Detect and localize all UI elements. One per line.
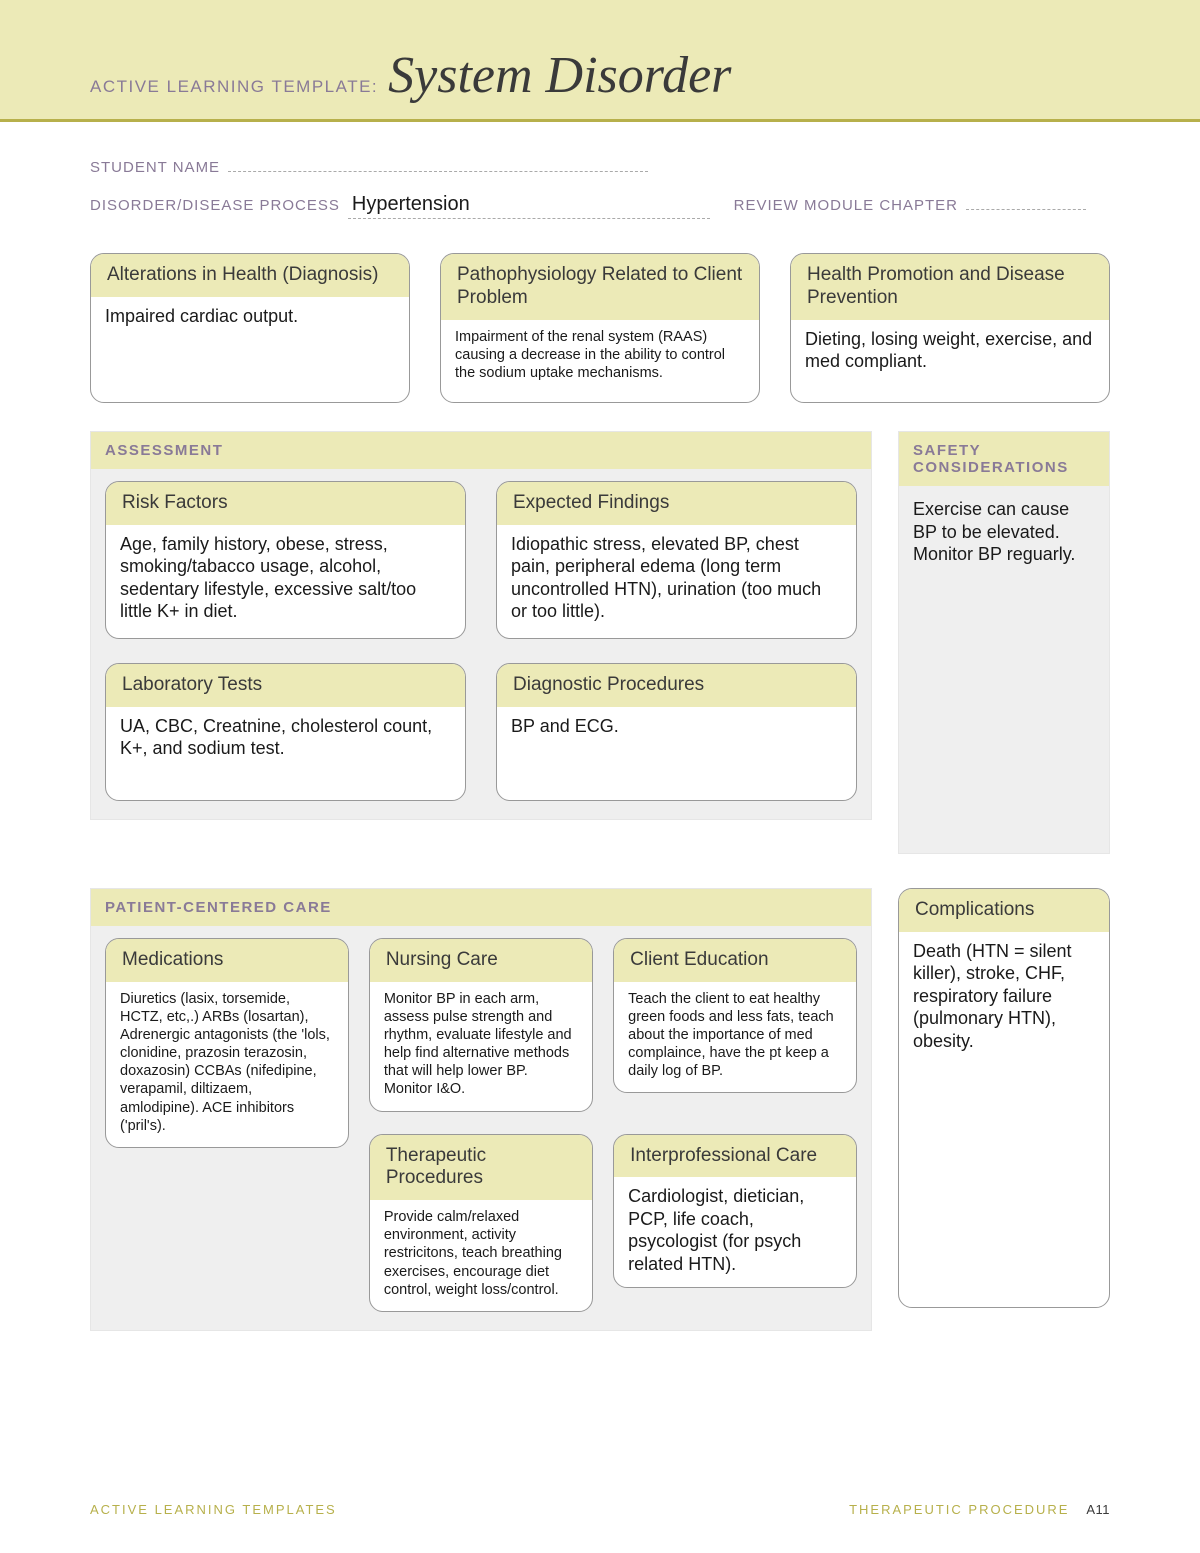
labs-body: UA, CBC, Creatnine, cholesterol count, K… xyxy=(106,707,465,772)
risk-card: Risk Factors Age, family history, obese,… xyxy=(105,481,466,639)
student-name-row: STUDENT NAME xyxy=(90,152,1110,176)
safety-section: SAFETY CONSIDERATIONS Exercise can cause… xyxy=(898,431,1110,854)
patho-body: Impairment of the renal system (RAAS) ca… xyxy=(441,320,759,394)
form-lines: STUDENT NAME DISORDER/DISEASE PROCESS Hy… xyxy=(0,122,1200,219)
pcc-grid: Nursing Care Monitor BP in each arm, ass… xyxy=(105,938,857,1312)
header-inner: ACTIVE LEARNING TEMPLATE: System Disorde… xyxy=(0,0,1200,105)
assessment-wrap: ASSESSMENT Risk Factors Age, family hist… xyxy=(90,431,1110,854)
education-title: Client Education xyxy=(614,939,856,982)
review-label: REVIEW MODULE CHAPTER xyxy=(734,197,958,214)
safety-body: Exercise can cause BP to be elevated. Mo… xyxy=(899,498,1109,566)
template-label: ACTIVE LEARNING TEMPLATE: xyxy=(90,77,378,97)
complications-title: Complications xyxy=(899,889,1109,932)
findings-title: Expected Findings xyxy=(497,482,856,525)
alterations-title: Alterations in Health (Diagnosis) xyxy=(91,254,409,297)
complications-wrap: Complications Death (HTN = silent killer… xyxy=(898,888,1110,1365)
footer-right-label: THERAPEUTIC PROCEDURE xyxy=(849,1502,1069,1517)
alterations-body: Impaired cardiac output. xyxy=(91,297,409,340)
disorder-label: DISORDER/DISEASE PROCESS xyxy=(90,197,340,214)
therapeutic-card: Therapeutic Procedures Provide calm/rela… xyxy=(369,1134,593,1312)
review-field[interactable] xyxy=(966,190,1086,210)
risk-body: Age, family history, obese, stress, smok… xyxy=(106,525,465,635)
promotion-body: Dieting, losing weight, exercise, and me… xyxy=(791,320,1109,385)
interprofessional-body: Cardiologist, dietician, PCP, life coach… xyxy=(614,1177,856,1287)
patho-card: Pathophysiology Related to Client Proble… xyxy=(440,253,760,403)
labs-card: Laboratory Tests UA, CBC, Creatnine, cho… xyxy=(105,663,466,801)
page: ACTIVE LEARNING TEMPLATE: System Disorde… xyxy=(0,0,1200,1553)
promotion-card: Health Promotion and Disease Prevention … xyxy=(790,253,1110,403)
alterations-card: Alterations in Health (Diagnosis) Impair… xyxy=(90,253,410,403)
medications-card: Medications Diuretics (lasix, torsemide,… xyxy=(105,938,349,1148)
footer-right: THERAPEUTIC PROCEDURE A11 xyxy=(849,1502,1110,1517)
findings-body: Idiopathic stress, elevated BP, chest pa… xyxy=(497,525,856,635)
nursing-card: Nursing Care Monitor BP in each arm, ass… xyxy=(369,938,593,1112)
risk-title: Risk Factors xyxy=(106,482,465,525)
pcc-section: PATIENT-CENTERED CARE Nursing Care Monit… xyxy=(90,888,872,1331)
interprofessional-card: Interprofessional Care Cardiologist, die… xyxy=(613,1134,857,1289)
nursing-title: Nursing Care xyxy=(370,939,592,982)
labs-title: Laboratory Tests xyxy=(106,664,465,707)
therapeutic-title: Therapeutic Procedures xyxy=(370,1135,592,1201)
assessment-grid: Risk Factors Age, family history, obese,… xyxy=(105,481,857,801)
complications-card: Complications Death (HTN = silent killer… xyxy=(898,888,1110,1308)
medications-title: Medications xyxy=(106,939,348,982)
page-title: System Disorder xyxy=(388,46,731,105)
student-name-label: STUDENT NAME xyxy=(90,159,220,176)
assessment-section: ASSESSMENT Risk Factors Age, family hist… xyxy=(90,431,872,820)
pcc-wrap: PATIENT-CENTERED CARE Nursing Care Monit… xyxy=(90,888,1110,1365)
assessment-heading: ASSESSMENT xyxy=(91,432,871,469)
header-band: ACTIVE LEARNING TEMPLATE: System Disorde… xyxy=(0,0,1200,122)
page-number: A11 xyxy=(1086,1502,1110,1517)
nursing-body: Monitor BP in each arm, assess pulse str… xyxy=(370,982,592,1111)
diagnostic-title: Diagnostic Procedures xyxy=(497,664,856,707)
promotion-title: Health Promotion and Disease Prevention xyxy=(791,254,1109,320)
pcc-heading: PATIENT-CENTERED CARE xyxy=(91,889,871,926)
medications-body: Diuretics (lasix, torsemide, HCTZ, etc,.… xyxy=(106,982,348,1147)
findings-card: Expected Findings Idiopathic stress, ele… xyxy=(496,481,857,639)
footer-left: ACTIVE LEARNING TEMPLATES xyxy=(90,1502,337,1517)
disorder-field[interactable]: Hypertension xyxy=(348,193,710,219)
education-body: Teach the client to eat healthy green fo… xyxy=(614,982,856,1093)
complications-body: Death (HTN = silent killer), stroke, CHF… xyxy=(899,932,1109,1065)
education-card: Client Education Teach the client to eat… xyxy=(613,938,857,1093)
disorder-row: DISORDER/DISEASE PROCESS Hypertension RE… xyxy=(90,190,1110,219)
content: Alterations in Health (Diagnosis) Impair… xyxy=(0,233,1200,1365)
therapeutic-body: Provide calm/relaxed environment, activi… xyxy=(370,1200,592,1311)
diagnostic-body: BP and ECG. xyxy=(497,707,856,750)
student-name-field[interactable] xyxy=(228,152,648,172)
interprofessional-title: Interprofessional Care xyxy=(614,1135,856,1178)
safety-heading: SAFETY CONSIDERATIONS xyxy=(899,432,1109,486)
top-row: Alterations in Health (Diagnosis) Impair… xyxy=(90,253,1110,403)
footer: ACTIVE LEARNING TEMPLATES THERAPEUTIC PR… xyxy=(90,1502,1110,1517)
diagnostic-card: Diagnostic Procedures BP and ECG. xyxy=(496,663,857,801)
patho-title: Pathophysiology Related to Client Proble… xyxy=(441,254,759,320)
